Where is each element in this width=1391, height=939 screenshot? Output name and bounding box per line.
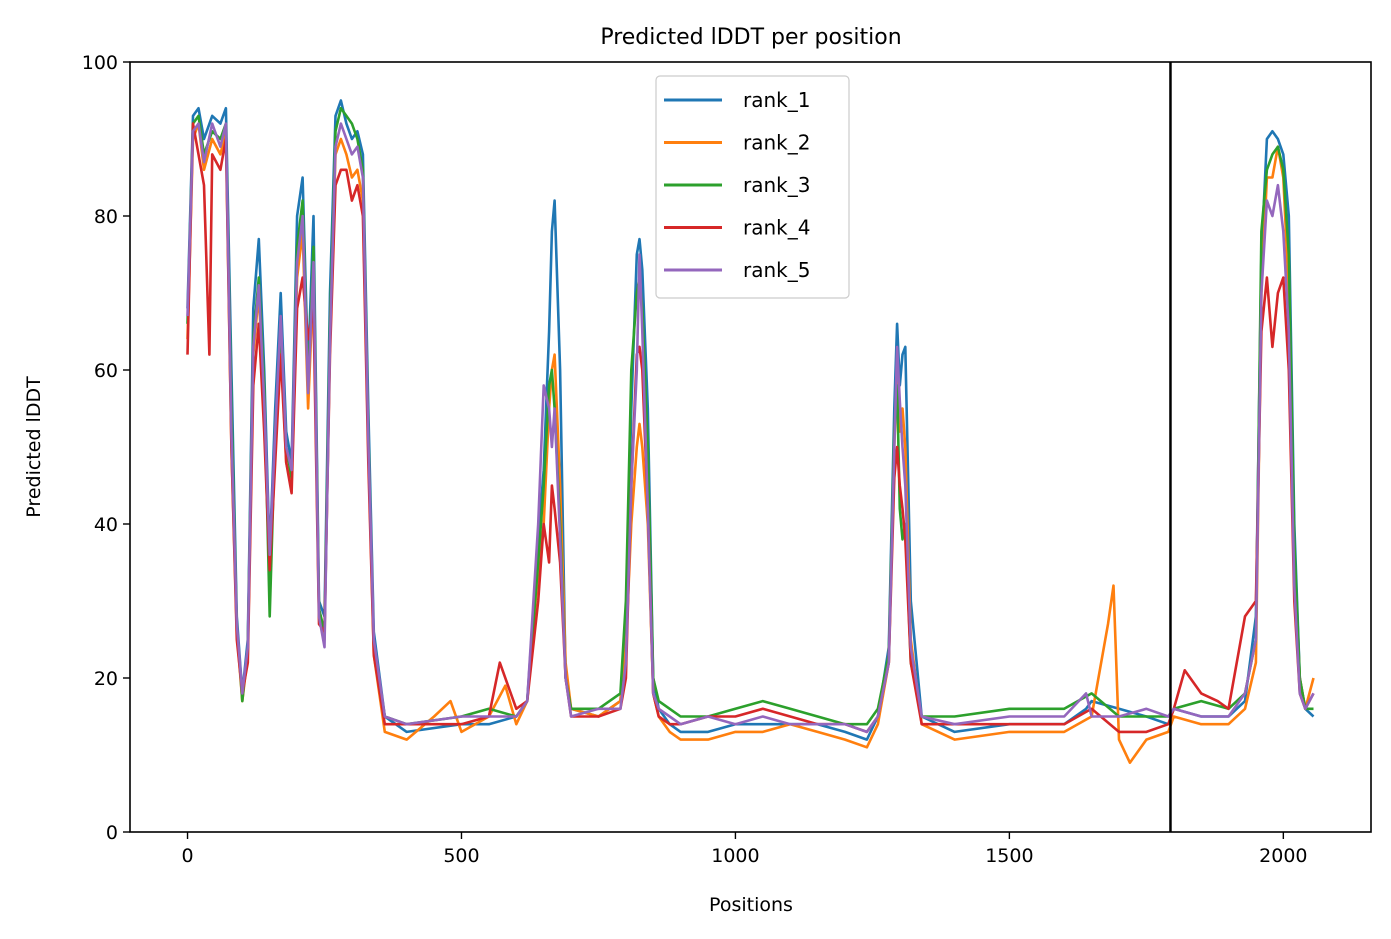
x-axis-label: Positions — [709, 894, 793, 916]
x-tick-label: 1500 — [985, 845, 1033, 867]
y-tick-label: 60 — [94, 360, 118, 382]
y-axis-label: Predicted lDDT — [23, 376, 45, 518]
x-tick-label: 1000 — [711, 845, 759, 867]
plot-series-group — [186, 99, 1315, 764]
chart-title: Predicted lDDT per position — [600, 25, 901, 50]
legend-label-rank_2: rank_2 — [743, 131, 810, 155]
y-tick-label: 20 — [94, 668, 118, 690]
series-line-rank_4 — [186, 122, 1315, 734]
legend-label-rank_5: rank_5 — [743, 258, 810, 282]
axes-group: 0 500 1000 1500 2000 0 20 40 60 80 100 — [82, 52, 1308, 867]
y-tick-label: 0 — [106, 822, 118, 844]
x-tick-label: 0 — [181, 845, 193, 867]
legend-label-rank_1: rank_1 — [743, 88, 810, 112]
y-tick-label: 100 — [82, 52, 118, 74]
legend-label-rank_3: rank_3 — [743, 173, 810, 197]
plot-frame — [129, 61, 1372, 833]
y-tick-label: 80 — [94, 206, 118, 228]
legend-box — [655, 75, 850, 299]
legend-label-rank_4: rank_4 — [743, 216, 810, 240]
series-line-rank_5 — [186, 122, 1315, 734]
y-tick-label: 40 — [94, 514, 118, 536]
x-tick-label: 2000 — [1259, 845, 1307, 867]
x-tick-label: 500 — [443, 845, 479, 867]
legend: rank_1 rank_2 rank_3 rank_4 rank_5 — [655, 75, 850, 299]
